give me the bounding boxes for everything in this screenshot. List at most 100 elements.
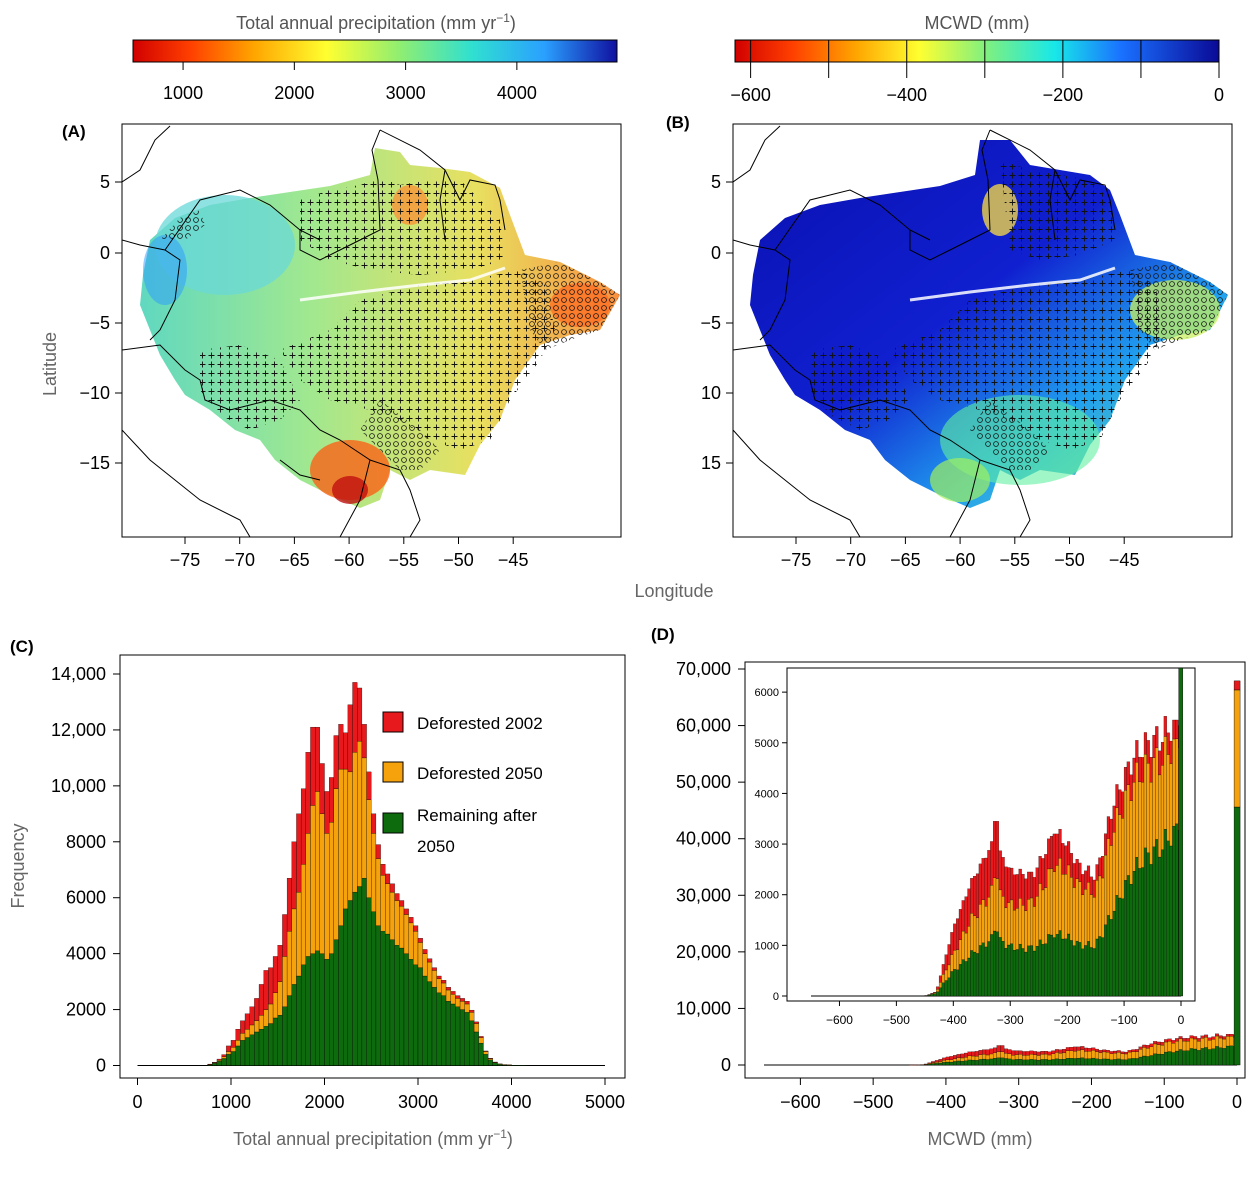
bar: [1222, 1048, 1227, 1066]
y-tick-label: 12,000: [51, 720, 106, 740]
bar: [938, 1061, 943, 1064]
bar: [1138, 756, 1142, 782]
legend-label-remaining-line2: 2050: [417, 837, 455, 856]
bar-deforested-2002: [263, 970, 269, 1010]
bar: [1095, 938, 1099, 997]
bar: [1029, 1059, 1034, 1066]
bar: [1004, 948, 1008, 997]
bar: [931, 1061, 936, 1063]
bar: [1131, 1049, 1136, 1052]
bar-deforested-2002: [282, 914, 288, 957]
y-tick-label: 30,000: [676, 885, 731, 905]
bar: [971, 1055, 976, 1061]
legend-swatch-deforested-2050: [382, 761, 404, 783]
bar-deforested-2050: [300, 864, 306, 965]
colorbar-precipitation: Total annual precipitation (mm yr−1) 100…: [132, 11, 618, 103]
bar-deforested-2050: [473, 1023, 479, 1033]
bar-deforested-2050: [314, 791, 320, 951]
bar: [1189, 1037, 1194, 1049]
bar: [956, 1057, 961, 1062]
bar: [1024, 951, 1028, 997]
bar-deforested-2002: [296, 813, 302, 893]
inset-x-tick-label: −100: [1111, 1013, 1138, 1027]
bar: [927, 1062, 932, 1064]
bar: [1033, 1054, 1038, 1060]
bar: [963, 1057, 968, 1061]
bar: [1084, 1051, 1088, 1059]
bar: [1106, 838, 1110, 916]
bar-deforested-2050: [455, 998, 461, 1007]
bar-remaining-after-2050: [249, 1034, 255, 1066]
lon-tick-label: −55: [1000, 550, 1031, 570]
bar: [1164, 1041, 1168, 1053]
bar: [963, 1060, 968, 1066]
deforestation-crosses: [280, 270, 555, 450]
bar: [1015, 949, 1019, 997]
bar: [1193, 1036, 1198, 1040]
bar: [1076, 1046, 1081, 1051]
bar: [1098, 1052, 1103, 1060]
bar-remaining-after-2050: [296, 975, 302, 1066]
bar: [1142, 1055, 1147, 1066]
legend-swatch-remaining: [382, 812, 404, 834]
bar: [1021, 948, 1025, 997]
legend-label-remaining: Remaining after: [417, 806, 537, 825]
bar-deforested-2002: [399, 900, 405, 907]
bar-deforested-2050: [296, 891, 302, 977]
bar: [1010, 867, 1014, 901]
plot-c-xlabel: Total annual precipitation (mm yr−1): [233, 1127, 513, 1149]
bar: [1024, 878, 1028, 911]
bar: [975, 953, 980, 997]
bar-deforested-2050: [282, 956, 288, 1007]
bar-deforested-2050: [464, 1003, 470, 1013]
bar: [1132, 782, 1136, 872]
x-tick-label: −600: [780, 1092, 821, 1112]
bar: [956, 949, 960, 970]
bar-deforested-2050: [506, 1064, 512, 1066]
bar: [1153, 1053, 1158, 1066]
bar-remaining-after-2050: [408, 959, 414, 1066]
plot-c-ylabel: Frequency: [8, 823, 28, 908]
bar: [1178, 1049, 1183, 1066]
plot-d-xlabel: MCWD (mm): [928, 1129, 1033, 1149]
savanna-circles-south: [360, 400, 440, 470]
bar-deforested-2050: [399, 905, 405, 949]
y-tick-label: 50,000: [676, 772, 731, 792]
inset-x-tick-label: −500: [883, 1013, 910, 1027]
y-tick-label: 0: [96, 1056, 106, 1076]
bar: [967, 1051, 972, 1056]
y-tick-label: 10,000: [676, 998, 731, 1018]
bar: [1142, 1047, 1147, 1057]
bar: [1175, 719, 1179, 739]
bar: [1149, 1046, 1154, 1056]
bar: [1225, 1034, 1230, 1037]
bar: [1171, 1052, 1176, 1066]
bar-deforested-2050: [427, 961, 433, 982]
bar-deforested-2002: [427, 958, 433, 963]
bar: [1120, 1059, 1125, 1066]
bar: [984, 857, 988, 907]
bar-deforested-2050: [436, 978, 442, 993]
bar-deforested-2002: [324, 791, 330, 834]
bar-deforested-2002: [413, 925, 419, 932]
bar: [1115, 807, 1119, 896]
bar-remaining-after-2050: [520, 1065, 526, 1067]
bar: [1084, 1058, 1088, 1066]
bar: [944, 954, 948, 971]
bar: [1229, 1034, 1234, 1037]
bar: [960, 1057, 965, 1062]
bar: [1138, 1049, 1143, 1058]
bar: [1092, 897, 1096, 949]
bar: [960, 1061, 965, 1066]
bar-deforested-2050: [357, 740, 363, 887]
bar: [1075, 859, 1079, 879]
bar: [964, 932, 968, 962]
bar: [1189, 1035, 1194, 1039]
bar: [1200, 1035, 1205, 1039]
bar: [1049, 934, 1054, 997]
amazon-river-gap-b: [909, 266, 1116, 302]
bar-deforested-2002: [469, 1009, 475, 1013]
bar: [1123, 880, 1128, 997]
y-tick-label: 10,000: [51, 776, 106, 796]
bar-deforested-2050: [305, 833, 311, 957]
